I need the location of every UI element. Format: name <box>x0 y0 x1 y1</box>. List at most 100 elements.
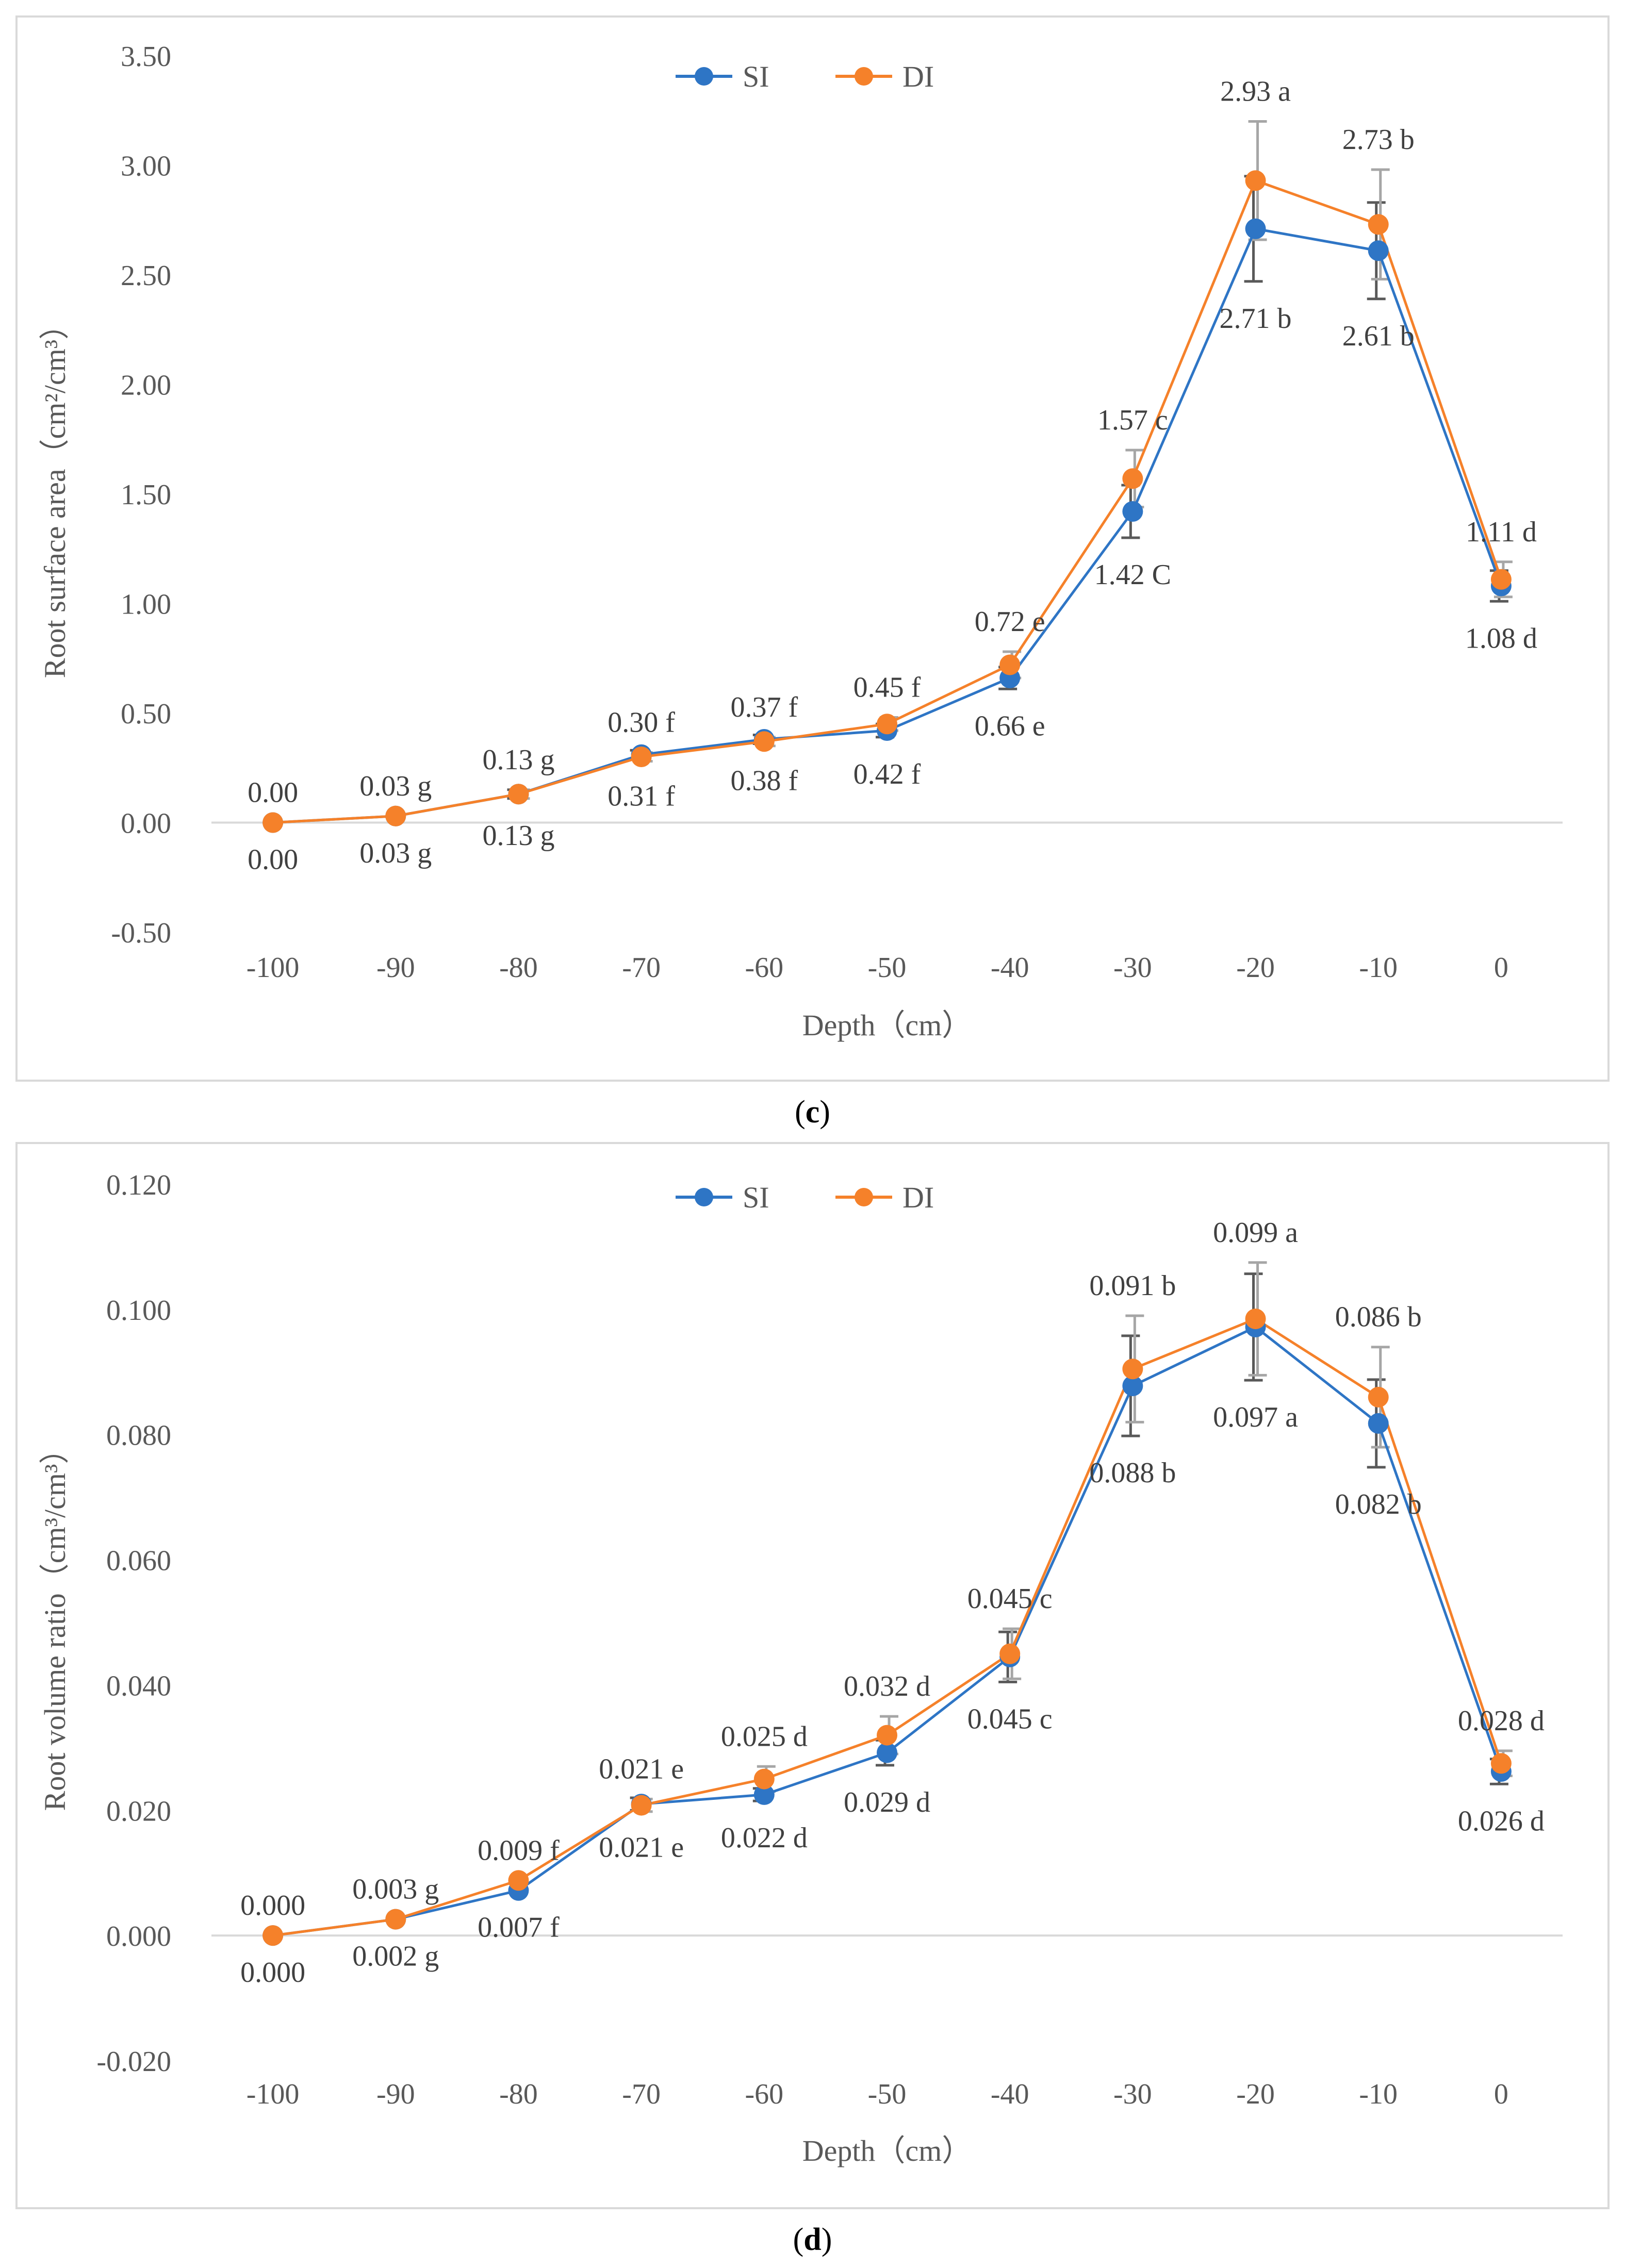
x-axis-title-d: Depth（cm） <box>802 2134 972 2167</box>
x-tick-label-c: -50 <box>868 952 907 984</box>
data-label-di-d: 0.086 b <box>1335 1301 1422 1333</box>
data-label-di-d: 0.025 d <box>721 1720 808 1752</box>
data-point-si-c <box>1245 218 1266 239</box>
y-tick-label-d: 0.100 <box>106 1295 171 1327</box>
x-tick-label-c: -70 <box>622 952 661 984</box>
data-point-di-d <box>385 1909 406 1930</box>
data-point-di-c <box>753 731 775 752</box>
data-point-di-d <box>877 1725 897 1746</box>
x-tick-label-c: -100 <box>247 952 300 984</box>
x-tick-label-c: -60 <box>745 952 783 984</box>
y-tick-label-c: 3.00 <box>121 151 171 183</box>
x-tick-label-d: -50 <box>868 2078 907 2110</box>
data-point-si-d <box>1368 1413 1389 1434</box>
data-label-si-c: 0.00 <box>248 844 298 876</box>
legend-marker-si-c <box>695 67 713 86</box>
data-label-si-d: 0.088 b <box>1089 1457 1176 1489</box>
y-tick-label-d: 0.020 <box>106 1795 171 1827</box>
x-tick-label-c: -40 <box>991 952 1029 984</box>
data-point-di-d <box>1122 1359 1143 1380</box>
data-label-si-c: 0.66 e <box>975 710 1045 742</box>
x-tick-label-d: -30 <box>1113 2078 1152 2110</box>
data-label-di-c: 0.03 g <box>359 770 432 802</box>
data-label-si-d: 0.022 d <box>721 1822 808 1854</box>
data-point-si-d <box>753 1784 775 1805</box>
data-label-di-c: 0.37 f <box>730 691 798 723</box>
legend-marker-di-d <box>855 1188 873 1206</box>
chart-frame-c <box>15 15 1610 1082</box>
panel-letter-c: c <box>805 1095 820 1130</box>
panel-label-d: (d) <box>793 2222 832 2257</box>
data-label-si-d: 0.029 d <box>844 1786 930 1818</box>
data-label-di-d: 0.000 <box>240 1890 305 1922</box>
x-tick-label-d: -40 <box>991 2078 1029 2110</box>
data-label-si-d: 0.097 a <box>1213 1401 1298 1433</box>
x-tick-label-d: 0 <box>1494 2078 1508 2110</box>
data-label-si-c: 0.03 g <box>359 837 432 869</box>
data-point-di-d <box>631 1795 652 1816</box>
data-label-si-d: 0.021 e <box>599 1831 684 1863</box>
data-point-di-c <box>385 805 406 826</box>
chart-c-svg: -0.50 0.00 0.50 1.00 1.50 2.00 2.50 3.00 3.50 -10… <box>38 41 1563 1042</box>
y-tick-label-d: 0.080 <box>106 1420 171 1452</box>
data-label-si-d: 0.045 c <box>967 1703 1053 1735</box>
y-tick-label-c: -0.50 <box>111 917 171 949</box>
data-label-di-c: 1.57 c <box>1097 404 1168 436</box>
series-line-di-d <box>272 1317 1503 1937</box>
chart-d-svg: -0.020 0.000 0.020 0.040 0.060 0.080 0.100 0.12… <box>38 1169 1563 2167</box>
data-point-di-c <box>877 714 897 735</box>
legend-label-di-c: DI <box>902 60 934 93</box>
x-tick-label-d: -70 <box>622 2078 661 2110</box>
legend-label-si-d: SI <box>743 1181 769 1214</box>
panel-d: -0.020 0.000 0.020 0.040 0.060 0.080 0.100 0.12… <box>0 1132 1625 2268</box>
data-label-si-c: 0.42 f <box>853 758 921 790</box>
x-tick-label-d: -20 <box>1236 2078 1275 2110</box>
data-point-di-c <box>508 784 529 805</box>
data-label-si-c: 2.71 b <box>1220 303 1292 335</box>
x-axis-title-c: Depth（cm） <box>802 1008 972 1042</box>
data-label-si-c: 0.13 g <box>482 820 554 852</box>
data-label-di-c: 0.00 <box>248 777 298 809</box>
x-tick-label-c: -30 <box>1113 952 1152 984</box>
legend-marker-di-c <box>855 67 873 86</box>
data-point-di-d <box>753 1768 775 1790</box>
data-point-si-c <box>1368 240 1389 261</box>
data-point-si-d <box>877 1742 897 1763</box>
data-point-di-c <box>1122 468 1143 489</box>
x-tick-label-d: -80 <box>499 2078 538 2110</box>
data-label-di-c: 0.13 g <box>482 744 554 776</box>
data-label-si-c: 2.61 b <box>1342 320 1415 352</box>
data-label-di-c: 0.72 e <box>975 606 1045 638</box>
x-tick-label-c: -90 <box>376 952 415 984</box>
x-tick-label-d: -90 <box>376 2078 415 2110</box>
legend-label-si-c: SI <box>743 60 769 93</box>
data-point-di-c <box>1245 170 1266 191</box>
data-label-si-c: 0.38 f <box>730 765 798 797</box>
data-point-si-c <box>1122 501 1143 522</box>
data-point-di-d <box>1368 1386 1389 1408</box>
y-tick-label-c: 0.50 <box>121 698 171 730</box>
legend-marker-si-d <box>695 1188 713 1206</box>
data-label-di-d: 0.045 c <box>967 1583 1053 1615</box>
data-point-di-c <box>631 747 652 767</box>
y-tick-label-c: 2.00 <box>121 370 171 402</box>
data-point-di-d <box>262 1925 284 1946</box>
x-tick-label-c: -10 <box>1359 952 1398 984</box>
data-label-si-d: 0.082 b <box>1335 1488 1422 1520</box>
data-point-si-d <box>1122 1376 1143 1396</box>
chart-frame-d <box>15 1142 1610 2209</box>
x-tick-label-c: 0 <box>1494 952 1508 984</box>
data-point-di-d <box>1490 1753 1512 1774</box>
data-point-di-c <box>262 812 284 833</box>
data-label-di-d: 0.021 e <box>599 1753 684 1785</box>
data-label-si-d: 0.026 d <box>1458 1805 1545 1837</box>
data-label-si-c: 0.31 f <box>608 780 675 812</box>
x-tick-label-c: -80 <box>499 952 538 984</box>
data-point-di-d <box>999 1643 1021 1664</box>
y-axis-title-c: Root surface area（cm²/cm³） <box>38 310 72 678</box>
data-point-di-c <box>1490 569 1512 590</box>
data-label-di-d: 0.099 a <box>1213 1217 1298 1249</box>
y-tick-label-d: -0.020 <box>96 2046 171 2078</box>
panel-letter-d: d <box>803 2222 822 2257</box>
panel-label-c: (c) <box>795 1095 830 1130</box>
